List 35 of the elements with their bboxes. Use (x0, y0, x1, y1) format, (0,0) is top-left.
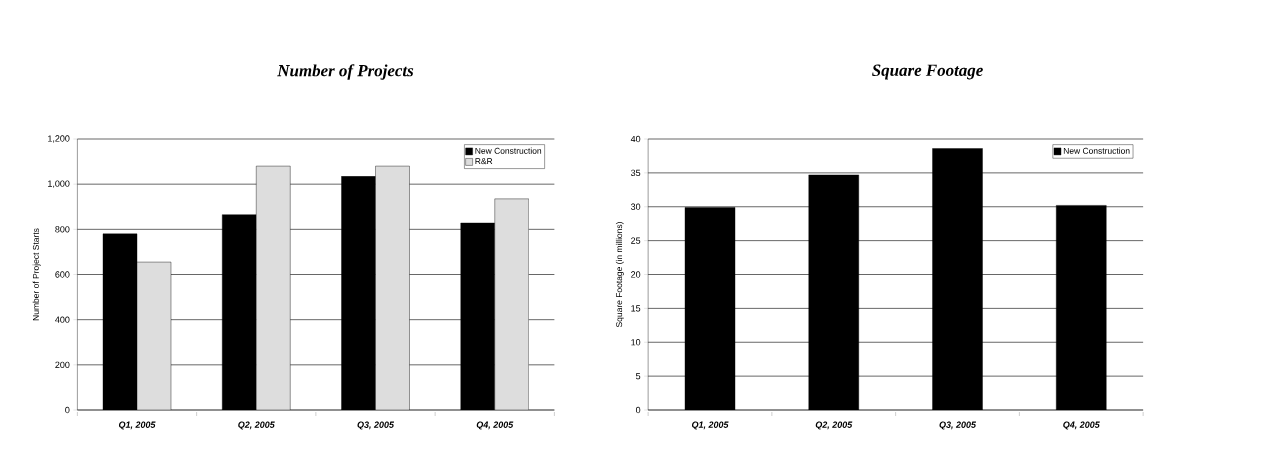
y-tick-label: 0 (635, 406, 641, 414)
bar (375, 165, 410, 410)
y-tick-label: 5 (635, 373, 641, 380)
x-tick-label: Q1, 2005 (118, 421, 156, 430)
y-tick-label: 40 (630, 135, 641, 143)
bar (256, 165, 291, 410)
y-tick-label: 20 (631, 271, 641, 278)
y-tick-label: 15 (631, 305, 641, 312)
legend-label: New Construction (1063, 147, 1130, 154)
y-tick-label: 600 (55, 271, 70, 278)
y-tick-label: 30 (630, 203, 641, 210)
x-tick-label: Q4, 2005 (476, 421, 514, 430)
x-tick-label: Q3, 2005 (357, 421, 395, 430)
chart-title: Number of Projects (277, 64, 414, 80)
bar (494, 198, 529, 410)
y-tick-label: 1,000 (48, 180, 70, 188)
chart-title: Square Footage (872, 64, 983, 80)
y-tick-label: 1,200 (48, 135, 70, 143)
y-tick-label: 400 (55, 316, 70, 323)
legend-label: New Construction (475, 147, 542, 154)
y-axis-title: Square Footage (in millions) (615, 222, 624, 328)
x-tick-label: Q4, 2005 (1063, 421, 1100, 430)
y-tick-label: 10 (631, 339, 641, 346)
legend-label: R&R (475, 158, 493, 165)
x-tick-label: Q2, 2005 (238, 421, 275, 430)
y-axis-title: Number of Project Starts (32, 228, 41, 321)
x-tick-label: Q2, 2005 (815, 421, 853, 430)
y-tick-label: 200 (55, 361, 70, 369)
x-tick-label: Q3, 2005 (939, 421, 977, 430)
y-tick-label: 800 (55, 226, 70, 233)
y-tick-label: 35 (630, 169, 641, 177)
bar (136, 261, 172, 410)
x-tick-label: Q1, 2005 (692, 421, 729, 430)
y-tick-label: 0 (65, 406, 70, 414)
y-tick-label: 25 (631, 237, 641, 244)
